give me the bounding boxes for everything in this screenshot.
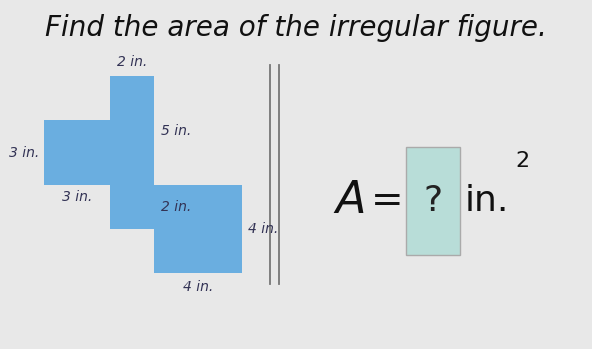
Text: 4 in.: 4 in.: [183, 280, 213, 294]
Text: 4 in.: 4 in.: [249, 222, 279, 237]
Text: 3 in.: 3 in.: [62, 190, 92, 204]
Text: in.: in.: [464, 184, 509, 218]
Text: 5 in.: 5 in.: [160, 124, 191, 138]
FancyBboxPatch shape: [406, 147, 460, 254]
Text: 2 in.: 2 in.: [160, 200, 191, 215]
Polygon shape: [44, 75, 242, 274]
Text: 3 in.: 3 in.: [9, 146, 40, 159]
Text: ?: ?: [423, 184, 442, 218]
Text: 2: 2: [515, 151, 529, 171]
Text: Find the area of the irregular figure.: Find the area of the irregular figure.: [45, 14, 547, 42]
Text: 2 in.: 2 in.: [117, 55, 147, 69]
Text: =: =: [371, 182, 404, 220]
Text: A: A: [335, 179, 366, 222]
